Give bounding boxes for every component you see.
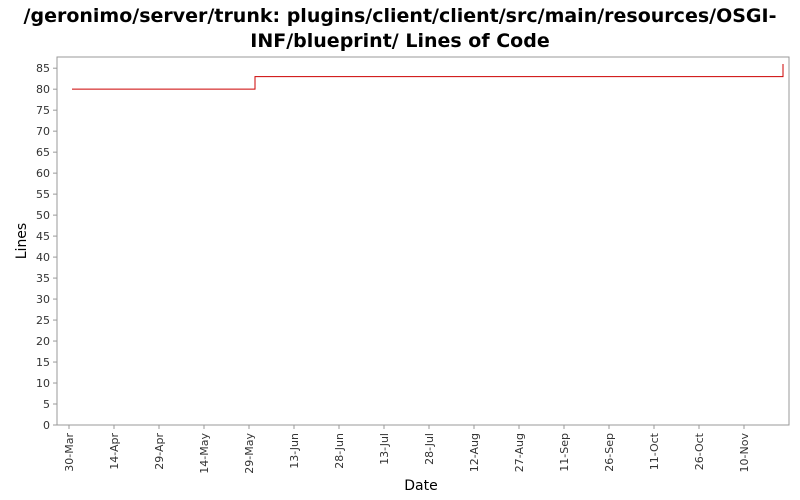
y-tick-label: 5 [43,398,50,411]
y-axis-title: Lines [14,223,30,259]
y-tick-label: 40 [36,251,50,264]
y-tick-label: 55 [36,188,50,201]
y-tick-label: 80 [36,83,50,96]
x-tick-label: 11-Oct [648,432,661,470]
y-tick-label: 75 [36,104,50,117]
x-tick-label: 28-Jun [333,433,346,469]
data-series [72,64,784,90]
x-tick-label: 26-Oct [693,432,706,470]
x-tick-label: 12-Aug [468,433,481,472]
x-tick-label: 26-Sep [603,433,616,472]
x-tick-label: 27-Aug [513,433,526,472]
x-tick-label: 11-Sep [558,433,571,472]
y-tick-label: 45 [36,230,50,243]
y-tick-label: 50 [36,209,50,222]
y-tick-label: 20 [36,335,50,348]
x-tick-label: 14-Apr [108,433,121,470]
chart-title: /geronimo/server/trunk: plugins/client/c… [23,5,777,52]
series-line [72,64,784,90]
y-tick-label: 30 [36,293,50,306]
y-tick-label: 10 [36,377,50,390]
plot-area [56,56,790,426]
x-axis: 30-Mar 14-Apr 29-Apr 14-May 29-May 13-Jun 28-J… [63,425,751,474]
x-tick-label: 14-May [198,433,211,474]
y-tick-label: 60 [36,167,50,180]
y-tick-label: 15 [36,356,50,369]
y-tick-label: 70 [36,125,50,138]
x-tick-label: 29-Apr [153,433,166,470]
y-tick-label: 25 [36,314,50,327]
y-tick-label: 85 [36,62,50,75]
y-tick-label: 65 [36,146,50,159]
x-tick-label: 30-Mar [63,433,76,472]
x-tick-label: 13-Jul [378,433,391,465]
x-tick-label: 13-Jun [288,433,301,469]
x-tick-label: 10-Nov [738,433,751,473]
x-axis-title: Date [404,478,437,494]
x-tick-label: 29-May [243,433,256,474]
x-tick-label: 28-Jul [423,433,436,465]
y-axis: 0 5 10 15 20 25 30 35 40 45 50 55 60 65 70 75 80 85 [36,62,57,432]
y-tick-label: 0 [43,419,50,432]
y-tick-label: 35 [36,272,50,285]
